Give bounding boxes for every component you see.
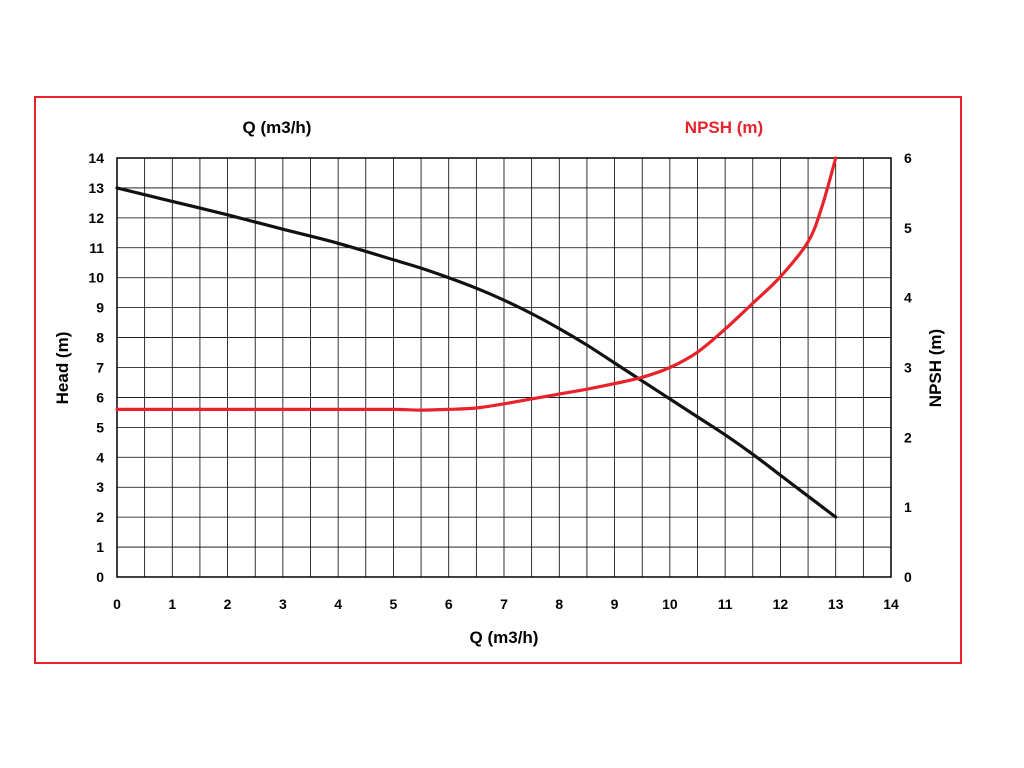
y2-tick-label: 3 xyxy=(904,360,912,376)
x-tick-label: 13 xyxy=(828,596,844,612)
x-tick-label: 6 xyxy=(445,596,453,612)
tick-labels: 0 1 2 3 4 5 6 7 8 9 10 11 12 13 1401234567891011121314… xyxy=(88,150,912,612)
x-tick-label: 2 xyxy=(224,596,232,612)
y2-tick-label: 6 xyxy=(904,150,912,166)
y-tick-label: 13 xyxy=(88,180,104,196)
series xyxy=(115,156,838,519)
x-tick-label: 12 xyxy=(773,596,789,612)
y-tick-label: 11 xyxy=(89,240,104,256)
x-tick-label: 10 xyxy=(662,596,678,612)
y2-tick-label: 1 xyxy=(904,499,912,515)
y2-tick-label: 5 xyxy=(904,220,912,236)
x-tick-label: 8 xyxy=(555,596,563,612)
y-tick-label: 12 xyxy=(88,210,104,226)
y-tick-label: 7 xyxy=(96,360,104,376)
y-tick-label: 6 xyxy=(96,389,104,405)
y-tick-label: 14 xyxy=(88,150,104,166)
y-tick-label: 2 xyxy=(96,509,104,525)
plot-area-border xyxy=(116,157,892,578)
y2-tick-label: 2 xyxy=(904,429,912,445)
x-tick-label: 3 xyxy=(279,596,287,612)
x-tick-label: 11 xyxy=(718,596,733,612)
y-tick-label: 10 xyxy=(88,270,104,286)
y-tick-label: 3 xyxy=(96,479,104,495)
npsh-series-line xyxy=(115,156,838,412)
x-tick-label: 7 xyxy=(500,596,508,612)
x-tick-label: 0 xyxy=(113,596,121,612)
y-tick-label: 4 xyxy=(96,449,104,465)
head-series-line xyxy=(115,186,838,519)
y-tick-label: 9 xyxy=(96,300,104,316)
y-tick-label: 0 xyxy=(96,569,104,585)
y2-tick-label: 4 xyxy=(904,290,912,306)
chart-frame xyxy=(34,96,962,664)
y2-axis-label: NPSH (m) xyxy=(926,329,945,407)
x-tick-label: 9 xyxy=(611,596,619,612)
y-tick-label: 5 xyxy=(96,419,104,435)
title-right: NPSH (m) xyxy=(685,118,763,137)
title-left: Q (m3/h) xyxy=(243,118,312,137)
x-tick-label: 14 xyxy=(883,596,899,612)
grid xyxy=(116,157,892,578)
y2-tick-label: 0 xyxy=(904,569,912,585)
x-tick-label: 4 xyxy=(334,596,342,612)
y-axis-label: Head (m) xyxy=(53,332,72,405)
x-tick-label: 1 xyxy=(168,596,176,612)
x-axis-label: Q (m3/h) xyxy=(470,628,539,647)
y-tick-label: 1 xyxy=(96,539,104,555)
y-tick-label: 8 xyxy=(96,330,104,346)
x-tick-label: 5 xyxy=(390,596,398,612)
